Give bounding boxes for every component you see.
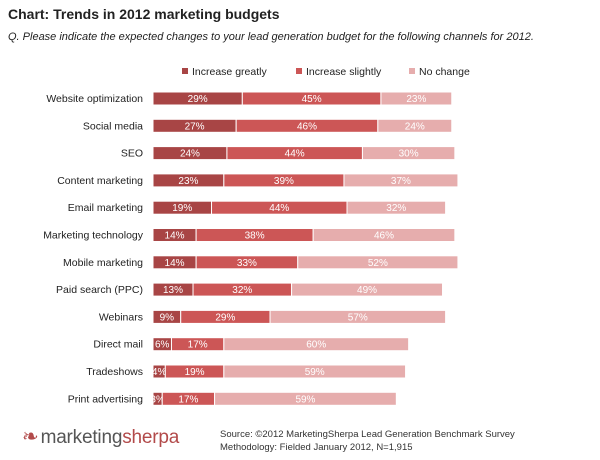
legend-label-2: No change bbox=[419, 66, 470, 78]
bar-value-label: 17% bbox=[188, 340, 208, 351]
legend-swatch-1 bbox=[296, 68, 302, 74]
bar-row: SEO 24% 44% 30% bbox=[121, 146, 456, 161]
bar-value-label: 32% bbox=[386, 203, 406, 214]
category-label: Direct mail bbox=[93, 339, 143, 351]
bar-value-label: 17% bbox=[178, 394, 198, 405]
bar-row: Mobile marketing 14% 33% 52% bbox=[63, 255, 459, 270]
category-label: Marketing technology bbox=[43, 230, 144, 242]
bar-value-label: 3% bbox=[150, 394, 165, 405]
bar-value-label: 37% bbox=[391, 176, 411, 187]
bar-row: Email marketing 19% 44% 32% bbox=[68, 200, 447, 215]
bar-segment-no-change bbox=[269, 309, 447, 324]
category-label: Social media bbox=[83, 120, 143, 132]
bar-row: Marketing technology 14% 38% 46% bbox=[43, 228, 456, 242]
bar-segment-no-change bbox=[297, 255, 459, 270]
bar-value-label: 14% bbox=[165, 231, 185, 242]
bar-value-label: 29% bbox=[215, 312, 235, 323]
bar-value-label: 38% bbox=[245, 231, 265, 242]
bar-row: Paid search (PPC) 13% 32% 49% bbox=[56, 282, 444, 297]
bar-value-label: 24% bbox=[180, 149, 200, 160]
bar-value-label: 27% bbox=[185, 121, 205, 132]
bar-segment-no-change bbox=[377, 118, 453, 133]
bar-value-label: 30% bbox=[399, 149, 419, 160]
bar-row: Print advertising 3% 17% 59% bbox=[68, 391, 397, 406]
bar-value-label: 23% bbox=[406, 94, 426, 105]
bar-segment-no-change bbox=[223, 364, 407, 379]
marketingsherpa-logo: ❧ marketingsherpa bbox=[22, 424, 179, 449]
survey-question: Q. Please indicate the expected changes … bbox=[8, 31, 534, 43]
bar-row: Webinars 9% 29% 57% bbox=[99, 309, 447, 324]
legend-swatch-0 bbox=[182, 68, 188, 74]
category-label: Mobile marketing bbox=[63, 257, 143, 269]
chart-legend: Increase greatly Increase slightly No chan… bbox=[182, 66, 470, 78]
bar-value-label: 14% bbox=[165, 258, 185, 269]
bar-value-label: 23% bbox=[178, 176, 198, 187]
bar-segment-no-change bbox=[361, 146, 456, 161]
category-label: Webinars bbox=[99, 311, 143, 323]
bar-value-label: 59% bbox=[305, 367, 325, 378]
bar-segment-no-change bbox=[223, 337, 410, 352]
legend-label-0: Increase greatly bbox=[192, 66, 267, 78]
bar-row: Social media 27% 46% 24% bbox=[83, 118, 453, 133]
category-label: Content marketing bbox=[57, 175, 143, 187]
bar-value-label: 57% bbox=[348, 312, 368, 323]
bar-row: Website optimization 29% 45% 23% bbox=[46, 91, 453, 106]
legend-swatch-2 bbox=[409, 68, 415, 74]
bar-value-label: 32% bbox=[232, 285, 252, 296]
logo-text-sherpa: sherpa bbox=[122, 427, 180, 448]
bar-value-label: 6% bbox=[155, 340, 170, 351]
bar-value-label: 33% bbox=[237, 258, 257, 269]
category-label: Website optimization bbox=[46, 93, 143, 105]
chart-title: Chart: Trends in 2012 marketing budgets bbox=[8, 6, 280, 22]
legend-label-1: Increase slightly bbox=[306, 66, 382, 78]
bar-value-label: 59% bbox=[295, 394, 315, 405]
category-label: Paid search (PPC) bbox=[56, 284, 143, 296]
bar-value-label: 19% bbox=[172, 203, 192, 214]
bar-value-label: 4% bbox=[152, 367, 167, 378]
bar-value-label: 46% bbox=[297, 121, 317, 132]
bar-value-label: 39% bbox=[274, 176, 294, 187]
bar-row: Tradeshows 4% 19% 59% bbox=[86, 364, 407, 379]
source-line: Source: ©2012 MarketingSherpa Lead Gener… bbox=[220, 429, 515, 440]
bar-value-label: 44% bbox=[269, 203, 289, 214]
bar-value-label: 9% bbox=[160, 312, 175, 323]
bar-segment-no-change bbox=[214, 391, 397, 406]
bar-segment-no-change bbox=[312, 228, 456, 242]
bar-value-label: 52% bbox=[368, 258, 388, 269]
bar-segment-no-change bbox=[291, 282, 444, 297]
bar-value-label: 29% bbox=[188, 94, 208, 105]
category-label: SEO bbox=[121, 148, 143, 160]
bar-value-label: 45% bbox=[302, 94, 322, 105]
bar-value-label: 13% bbox=[163, 285, 183, 296]
category-label: Tradeshows bbox=[86, 366, 143, 378]
bar-value-label: 49% bbox=[357, 285, 377, 296]
source-note: Source: ©2012 MarketingSherpa Lead Gener… bbox=[220, 428, 515, 454]
category-label: Email marketing bbox=[68, 202, 143, 214]
bar-segment-no-change bbox=[346, 200, 447, 215]
stacked-bar-chart: Increase greatly Increase slightly No chan… bbox=[43, 66, 470, 406]
bar-value-label: 60% bbox=[306, 340, 326, 351]
chart-rows: Website optimization 29% 45% 23% Social medi… bbox=[43, 91, 459, 406]
bar-segment-no-change bbox=[380, 91, 453, 106]
bar-value-label: 44% bbox=[285, 149, 305, 160]
bar-row: Content marketing 23% 39% 37% bbox=[57, 173, 459, 188]
bar-value-label: 19% bbox=[185, 367, 205, 378]
bar-value-label: 24% bbox=[405, 121, 425, 132]
methodology-line: Methodology: Fielded January 2012, N=1,9… bbox=[220, 442, 413, 453]
bar-row: Direct mail 6% 17% 60% bbox=[93, 337, 410, 352]
logo-swirl-icon: ❧ bbox=[22, 426, 39, 448]
bar-segment-no-change bbox=[343, 173, 459, 188]
bar-value-label: 46% bbox=[374, 231, 394, 242]
logo-text-marketing: marketing bbox=[40, 427, 123, 448]
category-label: Print advertising bbox=[68, 393, 143, 405]
